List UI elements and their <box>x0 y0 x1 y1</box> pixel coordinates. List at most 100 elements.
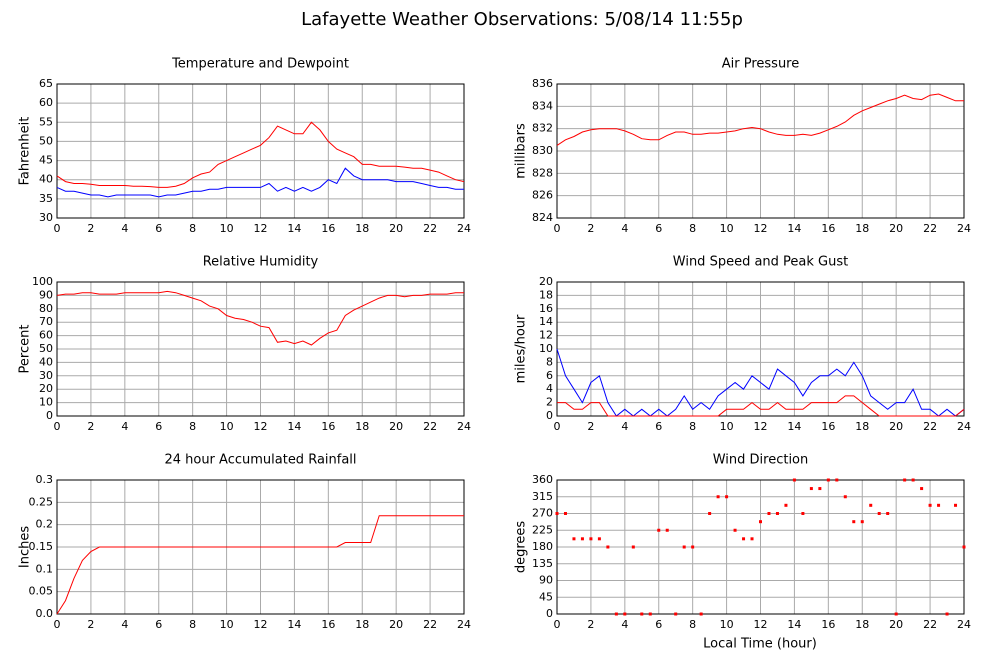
data-point <box>928 503 932 507</box>
x-tick-label: 6 <box>155 420 162 433</box>
y-tick-label: 824 <box>532 211 553 224</box>
x-tick-label: 0 <box>54 222 61 235</box>
y-tick-label: 0.15 <box>29 540 54 553</box>
y-tick-label: 60 <box>39 329 53 342</box>
y-tick-label: 65 <box>39 77 53 90</box>
y-tick-label: 20 <box>539 275 553 288</box>
x-tick-label: 2 <box>587 420 594 433</box>
data-point <box>691 545 695 549</box>
data-line <box>56 515 464 615</box>
y-tick-label: 20 <box>39 382 53 395</box>
x-tick-label: 2 <box>87 618 94 631</box>
x-tick-label: 2 <box>587 222 594 235</box>
y-tick-label: 16 <box>539 302 553 315</box>
y-tick-label: 10 <box>39 396 53 409</box>
x-tick-label: 8 <box>189 618 196 631</box>
y-tick-label: 40 <box>39 355 53 368</box>
data-point <box>614 612 618 616</box>
x-tick-label: 24 <box>957 420 971 433</box>
y-tick-label: 0.25 <box>29 495 54 508</box>
x-tick-label: 14 <box>287 222 301 235</box>
data-point <box>623 612 627 616</box>
x-tick-label: 12 <box>754 618 768 631</box>
x-tick-label: 2 <box>87 420 94 433</box>
x-tick-label: 4 <box>621 618 628 631</box>
data-point <box>631 545 635 549</box>
page-title: Lafayette Weather Observations: 5/08/14 … <box>301 9 743 30</box>
data-line <box>556 93 964 146</box>
y-tick-label: 360 <box>532 473 553 486</box>
y-tick-label: 50 <box>39 342 53 355</box>
chart-title: Wind Speed and Peak Gust <box>673 255 848 270</box>
x-tick-label: 22 <box>923 618 937 631</box>
x-tick-label: 10 <box>720 420 734 433</box>
x-tick-label: 24 <box>457 222 471 235</box>
data-point <box>903 478 907 482</box>
x-tick-label: 16 <box>321 618 335 631</box>
data-point <box>597 537 601 541</box>
x-tick-label: 6 <box>655 222 662 235</box>
y-tick-label: 14 <box>539 315 553 328</box>
x-tick-label: 16 <box>821 618 835 631</box>
y-tick-label: 40 <box>39 173 53 186</box>
y-tick-label: 10 <box>539 342 553 355</box>
x-tick-label: 20 <box>389 420 403 433</box>
data-line <box>556 348 965 417</box>
y-tick-label: 0.0 <box>36 607 54 620</box>
y-tick-label: 0.1 <box>36 562 54 575</box>
x-tick-label: 12 <box>254 222 268 235</box>
y-tick-label: 30 <box>39 369 53 382</box>
y-tick-label: 2 <box>546 396 553 409</box>
data-point <box>954 503 958 507</box>
x-tick-label: 4 <box>121 420 128 433</box>
x-tick-label: 20 <box>889 420 903 433</box>
x-tick-label: 10 <box>220 618 234 631</box>
data-point <box>742 537 746 541</box>
data-line <box>557 395 965 417</box>
data-point <box>886 512 890 515</box>
data-point <box>648 612 652 616</box>
data-point <box>877 512 881 515</box>
x-tick-label: 0 <box>554 618 561 631</box>
y-tick-label: 0 <box>46 409 53 422</box>
plot-frame <box>56 83 465 219</box>
data-point <box>682 545 686 549</box>
data-point <box>665 528 669 532</box>
x-tick-label: 8 <box>689 618 696 631</box>
x-tick-label: 22 <box>423 618 437 631</box>
x-tick-label: 0 <box>554 222 561 235</box>
y-tick-label: 0 <box>546 607 553 620</box>
y-tick-label: 80 <box>39 302 53 315</box>
y-tick-label: 8 <box>546 355 553 368</box>
x-tick-label: 10 <box>720 618 734 631</box>
x-tick-label: 16 <box>821 222 835 235</box>
data-line <box>56 121 465 188</box>
y-tick-label: 4 <box>546 382 553 395</box>
x-tick-label: 18 <box>855 420 869 433</box>
x-tick-label: 0 <box>54 618 61 631</box>
y-tick-label: 0.3 <box>36 473 54 486</box>
x-tick-label: 12 <box>754 420 768 433</box>
y-axis-label: degrees <box>514 521 529 574</box>
x-tick-label: 6 <box>655 420 662 433</box>
x-tick-label: 14 <box>787 222 801 235</box>
data-point <box>572 537 576 541</box>
data-point <box>563 512 567 515</box>
y-tick-label: 70 <box>39 315 53 328</box>
x-tick-label: 14 <box>287 420 301 433</box>
data-point <box>589 537 593 541</box>
x-tick-label: 4 <box>121 222 128 235</box>
data-point <box>852 520 856 524</box>
x-tick-label: 2 <box>587 618 594 631</box>
x-tick-label: 24 <box>957 222 971 235</box>
data-point <box>809 487 813 491</box>
x-tick-label: 18 <box>355 420 369 433</box>
data-point <box>708 512 712 515</box>
y-tick-label: 830 <box>532 144 553 157</box>
data-point <box>801 512 805 515</box>
x-tick-label: 8 <box>689 222 696 235</box>
y-tick-label: 0 <box>546 409 553 422</box>
x-tick-label: 6 <box>155 222 162 235</box>
